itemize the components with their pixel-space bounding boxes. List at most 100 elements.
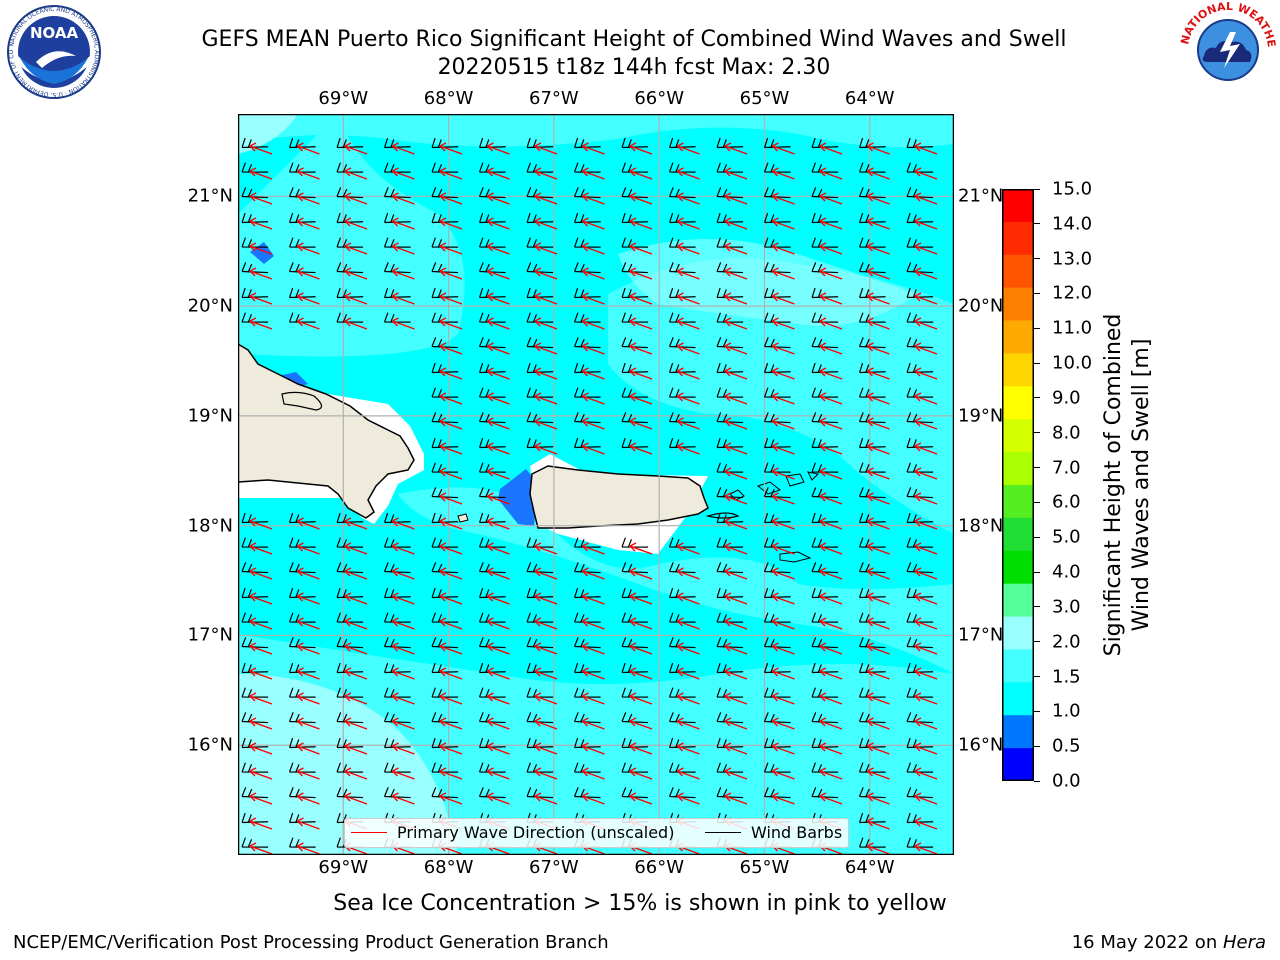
wind-barb <box>669 437 696 449</box>
wave-arrow <box>819 392 843 405</box>
wind-barb <box>289 737 316 749</box>
wave-arrow <box>344 242 368 255</box>
wind-barb <box>383 537 411 548</box>
wind-barb <box>384 662 411 674</box>
wave-arrow <box>344 767 368 780</box>
wind-barb <box>906 287 934 299</box>
wind-barb <box>668 237 696 248</box>
wind-barb <box>763 387 791 398</box>
wave-arrow <box>914 242 938 255</box>
wave-arrow <box>487 667 510 680</box>
wind-barb <box>716 412 744 424</box>
wind-barb <box>431 162 459 173</box>
wind-barb <box>716 312 744 323</box>
wind-barb <box>811 687 839 698</box>
wind-barb <box>859 512 886 524</box>
wind-barb <box>336 637 364 649</box>
wave-arrow <box>772 442 795 455</box>
wind-barb <box>858 762 886 773</box>
wind-barb <box>241 712 269 724</box>
wave-arrow <box>772 217 795 230</box>
wave-arrow <box>629 742 653 755</box>
wind-barb <box>906 712 934 724</box>
wave-arrow <box>534 417 558 430</box>
colorbar-bin-1 <box>1002 221 1034 256</box>
wind-barb <box>573 712 601 724</box>
wave-arrow <box>249 167 273 180</box>
wind-barb <box>716 512 744 524</box>
wind-barb <box>668 412 696 424</box>
wave-arrow <box>914 667 938 680</box>
map-frame <box>238 114 954 855</box>
wave-arrow <box>677 642 700 655</box>
wind-barb <box>763 762 791 773</box>
wind-barb <box>573 787 601 799</box>
wind-barb <box>573 312 601 323</box>
wave-arrow <box>914 467 938 480</box>
wave-arrow <box>487 167 510 180</box>
lon-label-top-1: 68°W <box>423 88 474 109</box>
wind-barb <box>763 337 791 349</box>
wind-barb <box>811 487 839 499</box>
wave-arrow <box>867 792 890 805</box>
wind-barb <box>859 212 886 224</box>
wave-arrow <box>297 742 320 755</box>
wave-arrow <box>439 692 463 705</box>
wind-barb <box>573 687 601 698</box>
wind-barb <box>241 787 269 799</box>
lon-label-top-4: 65°W <box>739 88 790 109</box>
wind-barb <box>478 312 506 323</box>
wave-arrow <box>772 392 795 405</box>
wave-arrow <box>534 392 558 405</box>
wave-arrow <box>534 692 558 705</box>
wave-arrow <box>724 367 748 380</box>
wind-barb <box>383 637 411 649</box>
wind-barb <box>384 587 411 599</box>
wind-barb <box>811 312 839 323</box>
wind-barb <box>906 437 934 449</box>
wind-barb <box>621 612 649 623</box>
colorbar-tick-9: 6.0 <box>1052 491 1081 513</box>
wind-barb <box>858 237 886 248</box>
wind-barb <box>906 687 934 698</box>
colorbar-bin-0 <box>1002 189 1034 223</box>
wind-barb <box>906 137 934 149</box>
colorbar-tick-mark <box>1034 432 1040 434</box>
wind-barb <box>573 762 601 773</box>
wave-arrow <box>439 617 463 630</box>
wind-barb <box>336 737 364 749</box>
wind-barb <box>431 287 459 299</box>
wind-barb <box>336 787 364 799</box>
wind-barb <box>526 787 554 799</box>
wave-arrow <box>297 567 320 580</box>
wave-arrow <box>582 217 605 230</box>
colorbar-bin-5 <box>1002 353 1034 387</box>
wind-barb <box>763 187 791 199</box>
colorbar-tick-7: 8.0 <box>1052 422 1081 444</box>
wind-barb <box>526 562 554 574</box>
wind-barb <box>906 762 934 773</box>
wind-barb <box>241 537 269 548</box>
wind-barb <box>241 137 269 149</box>
wind-barb <box>811 737 839 749</box>
wave-arrow <box>677 442 700 455</box>
wave-arrow <box>819 592 843 605</box>
wave-arrow <box>439 317 463 330</box>
wind-barb <box>431 662 459 674</box>
wind-barb <box>764 737 791 749</box>
lat-label-right-5: 16°N <box>958 734 1004 756</box>
wave-arrow <box>344 667 368 680</box>
wave-arrow <box>629 317 653 330</box>
wind-barb <box>716 612 744 623</box>
wave-arrow <box>867 217 890 230</box>
contour-2-3m <box>238 114 918 855</box>
wave-arrow <box>677 617 700 630</box>
wind-barb <box>716 587 744 599</box>
wind-barb <box>431 437 459 449</box>
wave-arrow <box>914 167 938 180</box>
title-line-2: 20220515 t18z 144h fcst Max: 2.30 <box>437 55 831 80</box>
wave-arrow <box>724 192 748 205</box>
wind-barb <box>858 462 886 473</box>
lon-label-bottom-1: 68°W <box>423 857 474 878</box>
wind-barb <box>241 762 269 773</box>
